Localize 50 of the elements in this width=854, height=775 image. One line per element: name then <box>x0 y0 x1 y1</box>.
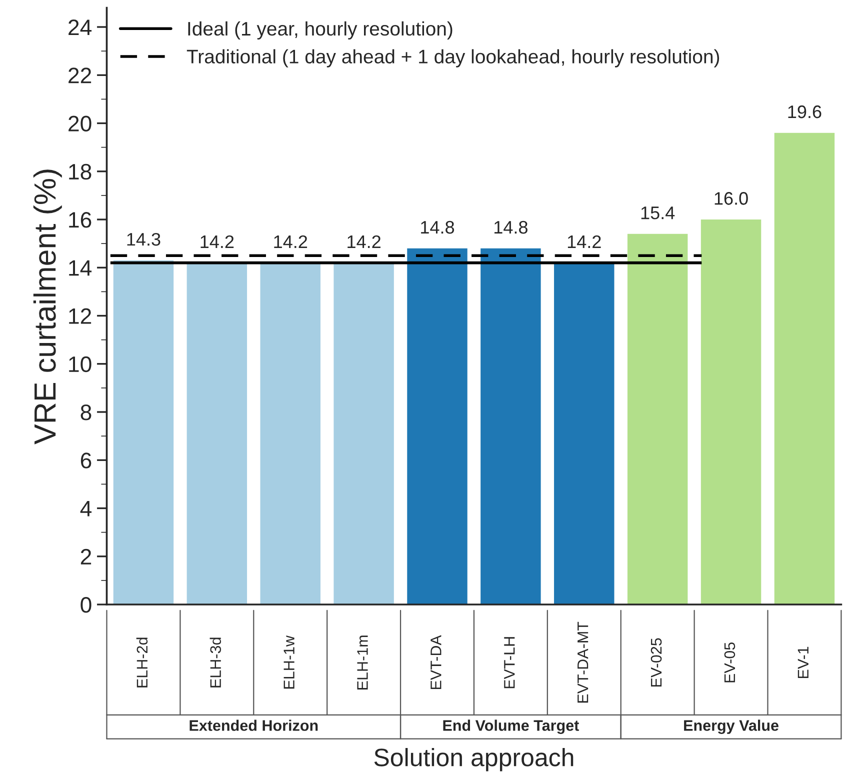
bar <box>774 132 835 604</box>
y-tick-label: 20 <box>68 116 92 132</box>
y-tick-label: 22 <box>68 68 92 84</box>
bar <box>480 248 541 604</box>
bar <box>260 262 320 604</box>
bar <box>407 248 468 604</box>
y-axis-title: VRE curtailment (%) <box>33 170 62 444</box>
x-tick-label: EVT-LH <box>504 637 515 688</box>
data-label: 14.2 <box>348 235 380 248</box>
x-tick-label: ELH-3d <box>210 638 222 688</box>
x-tick-label: ELH-1w <box>284 635 294 689</box>
bar <box>700 220 762 604</box>
y-tick-label: 4 <box>80 501 92 516</box>
x-tick-label: EVT-DA <box>430 635 442 690</box>
y-tick-label: 16 <box>69 212 92 228</box>
data-label: 14.2 <box>568 235 601 248</box>
bar <box>113 260 174 604</box>
x-tick-label: EVT-DA-MT <box>578 622 588 703</box>
x-tick-label: ELH-1m <box>357 636 368 690</box>
y-tick-label: 12 <box>69 308 92 324</box>
bar <box>627 234 688 604</box>
x-axis-title: Solution approach <box>374 748 574 772</box>
data-label: 14.3 <box>127 232 160 246</box>
bar <box>554 262 614 604</box>
text: Extended Horizon <box>190 720 318 731</box>
data-label: 15.4 <box>641 206 675 220</box>
bar <box>186 262 248 604</box>
data-label: 14.8 <box>421 220 454 234</box>
y-tick-label: 10 <box>69 356 92 372</box>
data-label: 14.8 <box>494 220 528 234</box>
text: Energy Value <box>684 720 778 734</box>
y-tick-label: 18 <box>69 164 92 180</box>
x-tick-label: EV-1 <box>798 646 808 678</box>
x-tick-label: EV-025 <box>650 638 662 686</box>
x-tick-label: ELH-2d <box>136 638 148 688</box>
y-tick-label: 8 <box>80 404 92 420</box>
data-label: 19.6 <box>788 105 822 118</box>
legend-label: Traditional (1 day ahead + 1 day lookahead, hourly resolution) <box>186 49 720 68</box>
y-tick-label: 14 <box>69 260 92 276</box>
data-label: 14.2 <box>200 235 234 248</box>
y-tick-label: 6 <box>80 452 92 468</box>
text: End Volume Target <box>443 720 579 734</box>
data-label: 16.0 <box>714 192 748 205</box>
y-tick-label: 2 <box>80 548 92 564</box>
legend-label: Ideal (1 year, hourly resolution) <box>188 21 452 40</box>
x-tick-label: EV-05 <box>724 642 736 682</box>
y-tick-label: 24 <box>68 20 92 36</box>
data-label: 14.2 <box>274 235 308 248</box>
y-tick-label: 0 <box>80 597 92 613</box>
bar <box>334 262 394 604</box>
